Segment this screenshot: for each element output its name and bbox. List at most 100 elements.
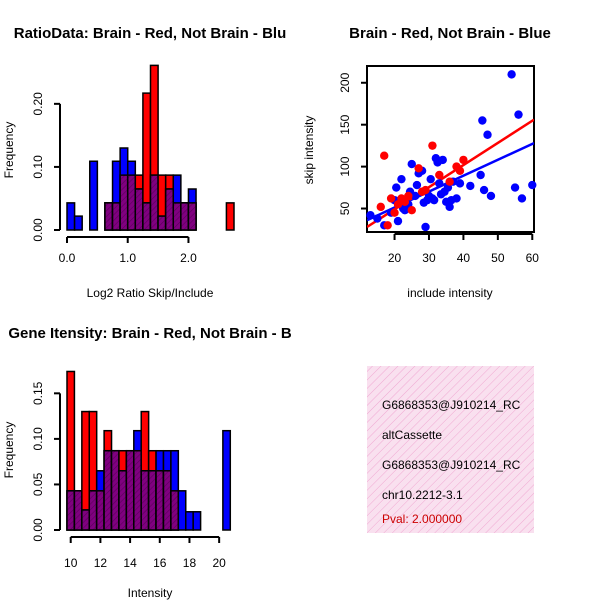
intensity-x-tick-label: 12 (94, 556, 108, 570)
scatter-point-not-brain (510, 183, 520, 192)
scatter-x-tick-label: 30 (422, 251, 436, 265)
scatter-point-brain (380, 151, 389, 160)
scatter-point-brain (407, 206, 416, 215)
ratio-overlap-bar (126, 174, 137, 231)
intensity-y-tick-label: 0.10 (31, 427, 45, 451)
intensity-overlap-bar (110, 449, 120, 531)
scatter-point-not-brain (392, 183, 401, 192)
scatter-ylabel: skip intensity (302, 116, 316, 185)
info-location: chr10.2212-3.1 (382, 488, 463, 502)
ratio-not-brain-bar (89, 160, 99, 231)
ratio-overlap-bar (157, 215, 167, 231)
scatter-point-not-brain (455, 179, 465, 188)
ratio-y-tick-label: 0.10 (31, 155, 45, 179)
scatter-y-tick-label: 150 (338, 114, 352, 134)
scatter-point-not-brain (507, 70, 516, 79)
info-probe-id: G6868353@J910214_RC (382, 398, 521, 412)
intensity-x-tick-label: 14 (123, 556, 137, 570)
scatter-point-not-brain (445, 202, 454, 212)
intensity-overlap-bar (162, 470, 172, 531)
intensity-histogram-panel: Gene Itensity: Brain - Red, Not Brain - … (2, 325, 292, 600)
scatter-point-brain (414, 164, 423, 173)
intensity-overlap-bar (170, 490, 180, 531)
scatter-point-brain (421, 185, 430, 195)
intensity-not-brain-bar (192, 511, 202, 531)
intensity-overlap-bar (133, 449, 142, 531)
scatter-point-brain (435, 170, 444, 180)
ratio-overlap-bar (142, 202, 152, 231)
scatter-point-brain (383, 221, 392, 230)
scatter-point-brain (404, 191, 413, 201)
ratio-y-tick-label: 0.00 (31, 218, 45, 242)
scatter-axes: 20 30 40 50 60 50 100 150 200 (338, 72, 539, 265)
scatter-x-tick-label: 40 (457, 251, 471, 265)
info-event-type: altCassette (382, 428, 442, 442)
scatter-points (366, 70, 537, 232)
intensity-y-tick-label: 0.15 (31, 381, 45, 405)
intensity-x-tick-label: 18 (183, 556, 197, 570)
intensity-histogram-bars (66, 370, 232, 531)
intensity-histogram-xlabel: Intensity (128, 586, 173, 600)
intensity-overlap-bar (73, 490, 83, 531)
ratio-overlap-bar (104, 202, 114, 231)
ratio-overlap-bar (172, 202, 182, 231)
scatter-point-not-brain (421, 222, 430, 232)
ratio-overlap-bar (187, 202, 197, 231)
ratio-not-brain-bar (66, 202, 76, 231)
scatter-point-not-brain (514, 110, 523, 119)
ratio-histogram-panel: RatioData: Brain - Red, Not Brain - Blu … (2, 25, 286, 300)
scatter-point-not-brain (478, 116, 487, 125)
intensity-overlap-bar (88, 490, 98, 531)
ratio-x-tick-label: 1.0 (119, 251, 136, 265)
scatter-point-not-brain (407, 159, 416, 169)
scatter-point-brain (376, 202, 385, 212)
intensity-overlap-bar (125, 449, 135, 531)
scatter-point-brain (386, 194, 396, 203)
ratio-overlap-bar (119, 174, 129, 231)
intensity-not-brain-bar (222, 429, 232, 531)
scatter-point-brain (445, 177, 454, 186)
intensity-x-tick-label: 10 (64, 556, 78, 570)
scatter-y-tick-label: 50 (338, 202, 352, 216)
ratio-histogram-axes: 0.00 0.10 0.20 0.0 1.0 2.0 (31, 92, 197, 265)
ratio-overlap-bar (134, 188, 144, 231)
scatter-x-tick-label: 60 (526, 251, 540, 265)
scatter-point-not-brain (438, 155, 447, 165)
scatter-point-brain (390, 208, 399, 217)
intensity-overlap-bar (147, 470, 157, 531)
ratio-not-brain-bar (73, 215, 83, 231)
ratio-overlap-bar (111, 202, 121, 231)
intensity-scatter-panel: Brain - Red, Not Brain - Blue 20 30 40 50 60… (302, 25, 551, 300)
info-probe-id-2: G6868353@J910214_RC (382, 458, 521, 472)
intensity-overlap-bar (66, 490, 76, 531)
scatter-point-not-brain (429, 195, 439, 205)
ratio-histogram-ylabel: Frequency (2, 122, 16, 179)
ratio-y-tick-label: 0.20 (31, 92, 45, 116)
intensity-x-tick-label: 16 (153, 556, 167, 570)
ratio-histogram-bars (66, 64, 235, 231)
ratio-histogram-xlabel: Log2 Ratio Skip/Include (87, 286, 214, 300)
scatter-point-not-brain (466, 181, 475, 191)
scatter-point-not-brain (486, 191, 496, 201)
scatter-x-tick-label: 50 (491, 251, 505, 265)
scatter-point-not-brain (412, 180, 422, 190)
scatter-point-not-brain (397, 174, 406, 184)
intensity-overlap-bar (95, 490, 105, 531)
scatter-point-not-brain (483, 130, 492, 139)
ratio-overlap-bar (180, 202, 190, 231)
intensity-not-brain-bar (177, 490, 187, 531)
info-pval: Pval: 2.000000 (382, 512, 462, 526)
scatter-point-brain (428, 141, 437, 150)
intensity-not-brain-bar (185, 511, 194, 531)
scatter-title: Brain - Red, Not Brain - Blue (349, 25, 551, 42)
scatter-point-not-brain (517, 194, 527, 203)
intensity-histogram-title: Gene Itensity: Brain - Red, Not Brain - … (8, 325, 292, 342)
scatter-point-brain (455, 166, 465, 175)
ratio-histogram-title: RatioData: Brain - Red, Not Brain - Blu (14, 25, 287, 42)
intensity-overlap-bar (155, 470, 165, 531)
scatter-point-not-brain (452, 194, 461, 203)
intensity-overlap-bar (140, 470, 150, 531)
scatter-xlabel: include intensity (407, 286, 492, 300)
intensity-overlap-bar (103, 449, 113, 531)
